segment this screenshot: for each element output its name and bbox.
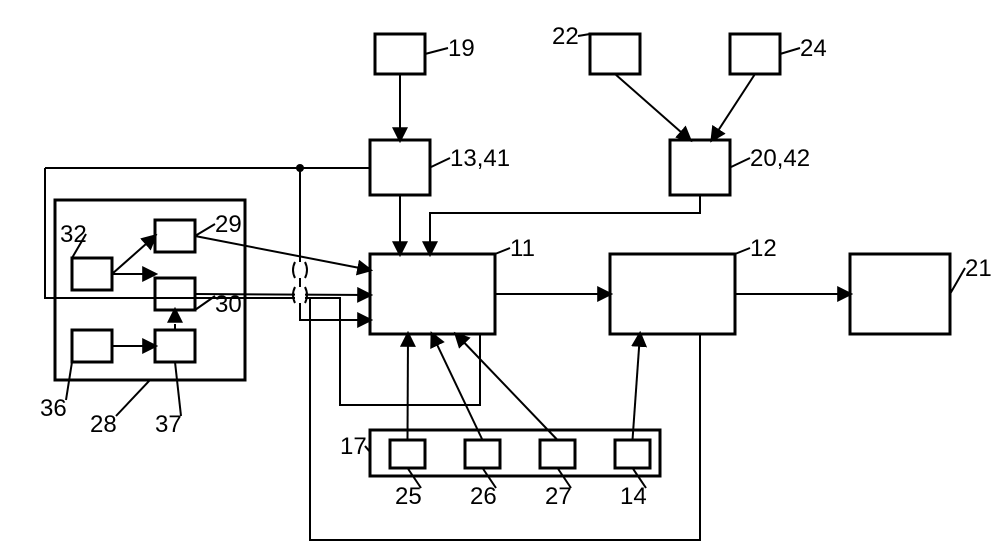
label: 30 <box>215 291 242 318</box>
node-n25 <box>390 440 425 468</box>
node-n13 <box>370 140 430 195</box>
diagram-canvas: 19 22 24 13,41 20,42 11 12 21 29 32 30 36 28 37 17 25 26… <box>0 0 1000 555</box>
label: 27 <box>545 483 572 510</box>
node-n27 <box>540 440 575 468</box>
edge <box>425 48 448 54</box>
node-n26 <box>465 440 500 468</box>
label: 37 <box>155 411 182 438</box>
edge <box>430 158 450 168</box>
label: 29 <box>215 211 242 238</box>
label: 26 <box>470 483 497 510</box>
edge <box>195 236 370 270</box>
wire-crossover <box>293 262 307 278</box>
label: 14 <box>620 483 647 510</box>
edge <box>735 248 750 254</box>
node-n37 <box>155 330 195 362</box>
edge <box>408 334 409 440</box>
node-n24 <box>730 34 780 74</box>
edge <box>456 334 558 440</box>
edge <box>430 195 700 254</box>
node-n21 <box>850 254 950 334</box>
edge <box>175 362 181 416</box>
label: 20,42 <box>750 145 810 172</box>
node-n36 <box>72 330 112 362</box>
edge <box>950 268 965 294</box>
edge <box>432 334 483 440</box>
node-n14 <box>615 440 650 468</box>
node-n20 <box>670 140 730 195</box>
edge <box>116 380 150 416</box>
edge <box>112 236 155 274</box>
node-n32 <box>72 258 112 290</box>
label: 13,41 <box>450 145 510 172</box>
node-n30 <box>155 278 195 310</box>
node-n11 <box>370 254 495 334</box>
edge <box>633 334 641 440</box>
label: 24 <box>800 35 827 62</box>
label: 28 <box>90 411 117 438</box>
wire-crossover <box>293 287 307 303</box>
edge <box>578 34 590 36</box>
edge <box>780 48 800 54</box>
label: 32 <box>60 221 87 248</box>
edge <box>310 298 480 405</box>
node-n29 <box>155 220 195 252</box>
node-n12 <box>610 254 735 334</box>
label: 22 <box>552 23 579 50</box>
edge <box>495 248 510 254</box>
label: 19 <box>448 35 475 62</box>
label: 12 <box>750 235 777 262</box>
edge <box>615 74 690 140</box>
label: 36 <box>40 395 67 422</box>
label: 25 <box>395 483 422 510</box>
edge <box>712 74 755 140</box>
label: 17 <box>340 433 367 460</box>
label: 11 <box>510 235 535 262</box>
node-n22 <box>590 34 640 74</box>
edge <box>730 158 750 168</box>
node-n19 <box>375 34 425 74</box>
edge <box>195 224 215 236</box>
label: 21 <box>965 255 992 282</box>
